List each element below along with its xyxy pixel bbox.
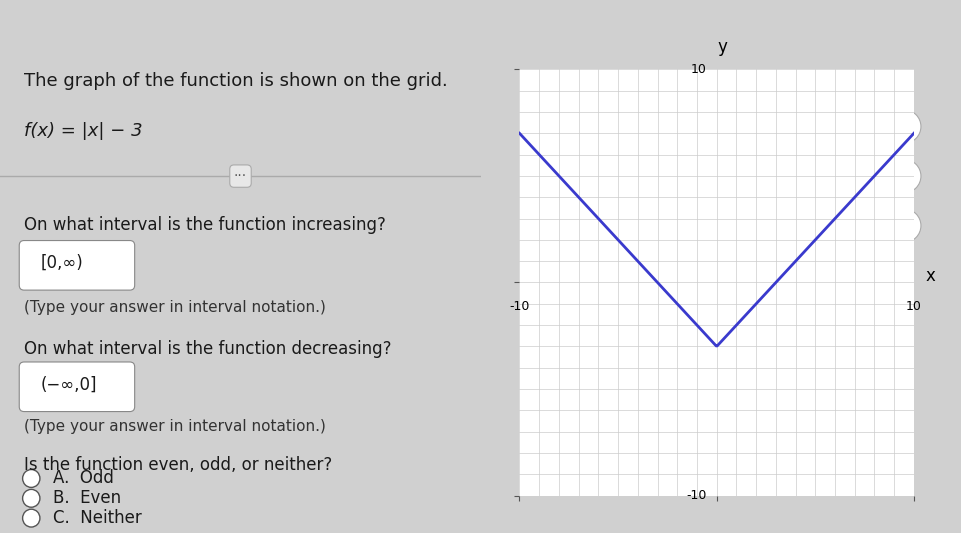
FancyBboxPatch shape bbox=[19, 240, 135, 290]
Circle shape bbox=[23, 509, 39, 527]
FancyBboxPatch shape bbox=[19, 362, 135, 411]
Text: A.  Odd: A. Odd bbox=[53, 470, 113, 488]
Text: Is the function even, odd, or neither?: Is the function even, odd, or neither? bbox=[24, 456, 332, 474]
Text: The graph of the function is shown on the grid.: The graph of the function is shown on th… bbox=[24, 72, 447, 90]
Circle shape bbox=[23, 489, 39, 507]
Text: -10: -10 bbox=[508, 300, 530, 312]
Text: (−∞,0]: (−∞,0] bbox=[40, 375, 97, 393]
Text: (Type your answer in interval notation.): (Type your answer in interval notation.) bbox=[24, 419, 326, 434]
Text: On what interval is the function increasing?: On what interval is the function increas… bbox=[24, 216, 385, 234]
Text: ↗: ↗ bbox=[894, 216, 913, 236]
Text: 10: 10 bbox=[690, 63, 706, 76]
Text: 10: 10 bbox=[905, 300, 921, 312]
Text: y: y bbox=[717, 38, 727, 56]
Text: x: x bbox=[924, 267, 935, 285]
Text: ⊕: ⊕ bbox=[894, 117, 913, 136]
Text: -10: -10 bbox=[686, 489, 706, 502]
Text: ···: ··· bbox=[234, 169, 247, 183]
Text: On what interval is the function decreasing?: On what interval is the function decreas… bbox=[24, 340, 391, 358]
Circle shape bbox=[23, 470, 39, 487]
Text: B.  Even: B. Even bbox=[53, 489, 121, 507]
Text: [0,∞): [0,∞) bbox=[40, 254, 84, 272]
Text: (Type your answer in interval notation.): (Type your answer in interval notation.) bbox=[24, 300, 326, 315]
Text: f(x) = |x| − 3: f(x) = |x| − 3 bbox=[24, 122, 142, 140]
Text: ⊖: ⊖ bbox=[894, 166, 913, 186]
Text: C.  Neither: C. Neither bbox=[53, 509, 141, 527]
